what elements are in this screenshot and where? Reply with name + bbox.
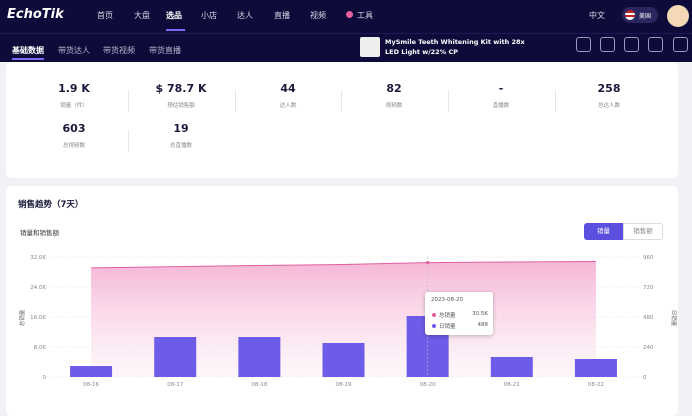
y-tick-label: 0 — [43, 375, 47, 381]
nav-item-active[interactable]: 选品 — [166, 11, 182, 20]
bar — [574, 359, 617, 377]
stat-value: 19 — [173, 122, 189, 135]
chart-title: 销量和销售额 — [20, 229, 59, 237]
stat-label: 直播数 — [492, 103, 510, 109]
y-tick-label: 8.0K — [34, 345, 47, 351]
tab-underline — [12, 58, 44, 60]
region: 美国 — [639, 13, 652, 20]
y2-tick-label: 960 — [643, 255, 654, 261]
x-tick-label: 08-17 — [167, 382, 183, 388]
icon-button[interactable] — [624, 37, 639, 52]
separator — [448, 90, 449, 112]
stat-value: 44 — [280, 82, 296, 95]
x-tick-label: 08-19 — [336, 382, 352, 388]
x-tick-label: 08-21 — [504, 382, 520, 388]
toggle[interactable]: 销售额 — [623, 223, 663, 240]
icon-button[interactable] — [600, 37, 615, 52]
y2-tick-label: 240 — [643, 345, 654, 351]
tooltip-value: 488 — [477, 322, 489, 328]
flag — [625, 10, 635, 20]
separator — [341, 90, 342, 112]
tooltip-value: 30.5K — [472, 311, 488, 317]
x-tick-label: 08-16 — [83, 382, 99, 388]
y-tick-label: 32.0K — [30, 255, 46, 261]
bar — [238, 337, 281, 377]
separator — [128, 130, 129, 152]
nav-item[interactable]: 大盘 — [134, 11, 150, 20]
separator — [128, 90, 129, 112]
bar — [490, 357, 533, 377]
stat-value: 1.9 K — [58, 82, 90, 95]
y-tick-label: 16.0K — [30, 315, 46, 321]
region-pill[interactable]: 美国 — [622, 7, 658, 23]
product-thumb — [360, 37, 380, 57]
tab[interactable]: 带货达人 — [58, 46, 90, 55]
hover-dot — [426, 261, 430, 265]
area — [91, 261, 596, 377]
top-nav: EchoTik 首页 大盘 选品 小店 达人 直播 视频 工具 中文 美国 — [0, 0, 692, 33]
section-title: 销售趋势（7天） — [18, 200, 84, 210]
tab[interactable]: 带货视频 — [103, 46, 135, 55]
stat-value: - — [498, 82, 504, 95]
tooltip-title: 2023-08-20 — [431, 297, 463, 303]
y2-tick-label: 0 — [643, 375, 647, 381]
x-tick-label: 08-18 — [251, 382, 267, 388]
stat-label: 视频数 — [385, 103, 403, 109]
separator — [235, 90, 236, 112]
toggle-active[interactable]: 销量 — [584, 223, 623, 240]
tab-active[interactable]: 基础数据 — [12, 46, 44, 55]
stat-value: 82 — [386, 82, 402, 95]
y2-axis-title: 日销量 — [670, 310, 678, 327]
stats-card — [6, 62, 678, 178]
icon-button[interactable] — [648, 37, 663, 52]
tooltip-dot — [432, 324, 436, 328]
nav-item[interactable]: 达人 — [237, 11, 253, 20]
lang[interactable]: 中文 — [589, 11, 605, 20]
stat-label: 总视频数 — [62, 143, 85, 149]
icon-button[interactable] — [576, 37, 591, 52]
stat-label: 销量（件） — [60, 103, 88, 109]
tool-icon — [346, 11, 353, 18]
nav-item[interactable]: 小店 — [201, 11, 217, 20]
line — [91, 261, 596, 269]
separator — [555, 90, 556, 112]
bar — [154, 337, 197, 377]
nav-item[interactable]: 直播 — [274, 11, 290, 20]
stat-value: 603 — [62, 122, 86, 135]
product-title: MySmile Teeth Whitening Kit with 28x LED… — [385, 38, 525, 56]
tooltip-name: 总销量 — [439, 313, 456, 319]
stat-label: 达人数 — [279, 103, 297, 109]
logo[interactable]: EchoTik — [7, 7, 64, 22]
stat-value: 258 — [597, 82, 621, 95]
x-tick-label: 08-20 — [420, 382, 436, 388]
y2-tick-label: 720 — [643, 285, 654, 291]
y-tick-label: 24.0K — [30, 285, 46, 291]
tab[interactable]: 带货直播 — [149, 46, 181, 55]
nav-item[interactable]: 视频 — [310, 11, 326, 20]
active-underline — [166, 29, 185, 31]
icon-button[interactable] — [673, 37, 688, 52]
tooltip-dot — [432, 313, 436, 317]
nav-item[interactable]: 首页 — [97, 11, 113, 20]
bar — [322, 343, 365, 377]
tooltip: 2023-08-20 总销量 30.5K 日销量 488 — [425, 292, 493, 335]
bar — [70, 366, 113, 377]
y2-tick-label: 480 — [643, 315, 654, 321]
stat-label: 总达人数 — [597, 103, 620, 109]
stat-value: $ 78.7 K — [155, 82, 207, 95]
tooltip-name: 日销量 — [439, 324, 456, 330]
x-tick-label: 08-22 — [588, 382, 604, 388]
avatar[interactable] — [667, 5, 689, 27]
stat-label: 总直播数 — [169, 143, 192, 149]
y-axis-title: 总销量 — [18, 309, 26, 326]
stat-label: 预估销售额 — [167, 103, 195, 109]
nav-item[interactable]: 工具 — [357, 11, 373, 20]
